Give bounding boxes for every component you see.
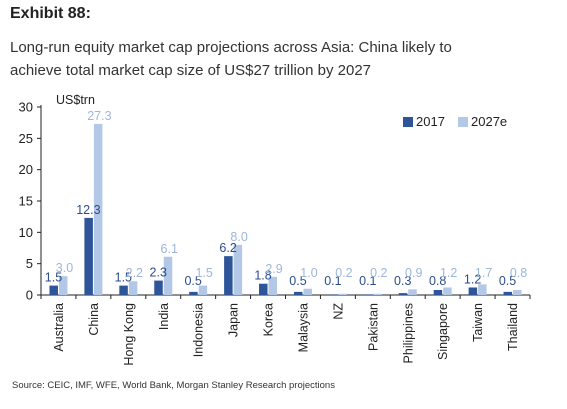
data-label-2027e: 8.0: [230, 230, 247, 244]
data-label-2017: 0.5: [184, 274, 201, 288]
data-label-2027e: 3.0: [56, 261, 73, 275]
data-label-2017: 12.3: [76, 203, 100, 217]
y-tick-label: 25: [19, 131, 33, 146]
bar-2017-taiwan: [468, 287, 478, 295]
x-category-label: Malaysia: [296, 303, 310, 352]
data-label-2017: 1.5: [45, 271, 62, 285]
y-tick-label: 15: [19, 194, 33, 209]
bar-2027e-indonesia: [198, 285, 208, 295]
x-category-label: Pakistan: [366, 303, 380, 351]
bar-2017-japan: [224, 256, 233, 295]
chart-axes: 0 5 10 15 20 25 30 US$trn Australia China Hong Kon…: [19, 93, 531, 366]
data-label-2017: 0.8: [429, 274, 446, 288]
bar-2027e-taiwan: [478, 284, 487, 295]
chart-title-line-1: Long-run equity market cap projections a…: [10, 39, 452, 56]
x-category-label: Indonesia: [192, 303, 206, 357]
data-label-2027e: 2.2: [126, 266, 143, 280]
y-tick-label: 30: [19, 100, 33, 115]
bar-2027e-hong-kong: [128, 281, 138, 295]
bar-2017-pakistan: [363, 294, 373, 295]
data-label-2017: 1.5: [115, 271, 132, 285]
x-category-label: NZ: [331, 303, 345, 320]
y-unit-label: US$trn: [56, 93, 95, 107]
bar-2027e-australia: [58, 276, 68, 295]
x-category-label: Thailand: [506, 303, 520, 351]
data-label-2027e: 2.9: [265, 262, 282, 276]
data-label-2017: 0.5: [499, 274, 516, 288]
x-category-label: Taiwan: [471, 303, 485, 342]
y-tick-label: 20: [19, 162, 33, 177]
data-label-2017: 0.1: [359, 274, 376, 288]
legend-swatch-2017: [403, 117, 413, 127]
legend-label-2017: 2017: [416, 114, 445, 129]
bar-2027e-korea: [268, 276, 278, 295]
data-label-2017: 1.2: [464, 272, 481, 286]
data-label-2027e: 0.9: [405, 266, 422, 280]
data-label-2027e: 1.0: [300, 266, 317, 280]
data-label-2027e: 0.2: [370, 266, 387, 280]
data-label-2017: 0.5: [289, 274, 306, 288]
chart-title-line-2: achieve total market cap size of US$27 t…: [10, 62, 372, 79]
bar-2027e-nz: [338, 293, 347, 295]
chart-bars: [49, 123, 522, 295]
bar-2017-indonesia: [189, 291, 198, 295]
data-label-2027e: 27.3: [87, 109, 111, 123]
bar-2027e-malaysia: [303, 288, 312, 295]
chart-title: Long-run equity market cap projections a…: [10, 36, 555, 82]
x-category-label: Australia: [52, 303, 66, 352]
x-category-label: Korea: [262, 303, 276, 336]
source-note: Source: CEIC, IMF, WFE, World Bank, Morg…: [12, 380, 335, 391]
y-tick-label: 5: [26, 256, 33, 271]
x-category-label: China: [87, 303, 101, 336]
data-label-2017: 0.3: [394, 274, 411, 288]
bar-2027e-india: [163, 256, 173, 295]
x-category-label: Japan: [227, 303, 241, 337]
y-tick-label: 0: [26, 288, 33, 303]
data-label-2027e: 1.5: [195, 266, 212, 280]
bar-2017-india: [154, 280, 163, 295]
legend-label-2027e: 2027e: [471, 114, 507, 129]
y-tick-label: 10: [19, 225, 33, 240]
bar-2027e-singapore: [443, 287, 452, 295]
bar-2017-korea: [259, 283, 268, 295]
data-label-2027e: 0.2: [335, 266, 352, 280]
data-label-2027e: 0.8: [510, 266, 527, 280]
x-category-label: Hong Kong: [122, 303, 136, 366]
chart-data-labels: 1.53.012.327.31.52.2 2.36.10.51.56.28.01.…: [45, 109, 527, 288]
x-category-label: Philippines: [401, 303, 415, 363]
chart-legend: 2017 2027e: [403, 114, 507, 129]
bar-2017-malaysia: [293, 291, 303, 295]
data-label-2017: 2.3: [150, 266, 167, 280]
bar-2017-philippines: [398, 293, 408, 295]
bar-2017-nz: [328, 294, 338, 295]
legend-swatch-2027e: [458, 117, 468, 127]
data-label-2017: 1.8: [254, 269, 271, 283]
bar-2027e-china: [93, 123, 103, 295]
data-label-2027e: 6.1: [161, 242, 178, 256]
data-label-2017: 0.1: [324, 274, 341, 288]
bar-2017-china: [84, 217, 93, 295]
bar-2027e-japan: [233, 244, 243, 295]
bar-2027e-pakistan: [373, 293, 382, 295]
data-label-2027e: 1.2: [440, 266, 457, 280]
bar-2017-singapore: [433, 289, 443, 295]
data-label-2027e: 1.7: [475, 266, 492, 280]
data-label-2017: 6.2: [219, 241, 236, 255]
bar-2017-australia: [49, 285, 58, 295]
x-category-label: Singapore: [436, 303, 450, 360]
bar-2027e-thailand: [513, 289, 522, 295]
exhibit-label: Exhibit 88:: [10, 5, 91, 22]
bar-2027e-philippines: [408, 289, 417, 295]
bar-2017-thailand: [503, 291, 513, 295]
x-category-label: India: [157, 303, 171, 330]
bar-2017-hong-kong: [119, 285, 128, 295]
